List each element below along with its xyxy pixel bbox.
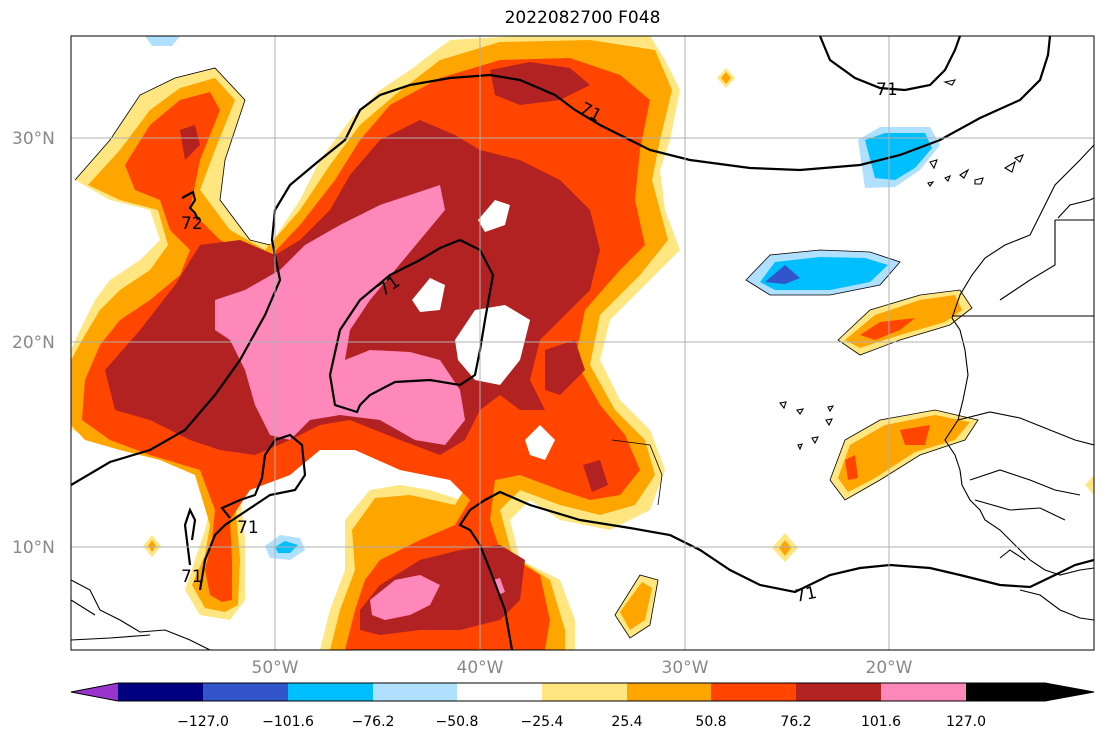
lon-label-30w: 30°W — [662, 658, 709, 678]
lat-label-10n: 10°N — [12, 538, 55, 558]
colorbar-segment — [542, 683, 627, 701]
contour-label: 72 — [181, 214, 203, 234]
colorbar-tick: −50.8 — [436, 714, 479, 730]
colorbar-segment — [711, 683, 796, 701]
colorbar-segment — [288, 683, 373, 701]
colorbar-tick: −127.0 — [177, 714, 229, 730]
precip-field-east — [143, 68, 1094, 638]
lon-label-50w: 50°W — [252, 658, 299, 678]
colorbar-segment — [203, 683, 288, 701]
colorbar: −127.0 −101.6 −76.2 −50.8 −25.4 25.4 50.… — [70, 682, 1095, 730]
lon-label-20w: 20°W — [866, 658, 913, 678]
colorbar-tick: −101.6 — [262, 714, 314, 730]
field-outline — [74, 67, 979, 639]
colorbar-tick: 101.6 — [861, 714, 901, 730]
colorbar-segment — [118, 683, 203, 701]
colorbar-tick: 127.0 — [946, 714, 986, 730]
colorbar-tick: −25.4 — [521, 714, 564, 730]
colorbar-segment — [373, 683, 457, 701]
colorbar-tick: 76.2 — [780, 714, 811, 730]
map-border — [70, 35, 1095, 651]
map-area: 71 71 72 71 71 71 71 — [71, 36, 1094, 650]
colorbar-border — [70, 682, 1095, 702]
contour-label: 71 — [181, 567, 203, 587]
colorbar-tick: 50.8 — [695, 714, 726, 730]
colorbar-tick: 25.4 — [611, 714, 642, 730]
contour-label: 71 — [793, 583, 818, 607]
colorbar-tick: −76.2 — [352, 714, 395, 730]
contour-lines — [71, 36, 1094, 650]
colorbar-segment — [457, 683, 542, 701]
colorbar-segment — [71, 683, 118, 701]
lat-label-30n: 30°N — [12, 129, 55, 149]
precip-field-main — [71, 36, 680, 650]
colorbar-segment — [627, 683, 711, 701]
gridlines — [71, 36, 1094, 650]
colorbar-segment — [966, 683, 1094, 701]
contour-label: 71 — [876, 80, 898, 100]
colorbar-segment — [796, 683, 881, 701]
map-title: 2022082700 F048 — [504, 8, 661, 28]
contour-label: 71 — [237, 518, 259, 538]
colorbar-segment — [881, 683, 966, 701]
lat-label-20n: 20°N — [12, 333, 55, 353]
lon-label-40w: 40°W — [457, 658, 504, 678]
coastlines — [71, 79, 1094, 650]
